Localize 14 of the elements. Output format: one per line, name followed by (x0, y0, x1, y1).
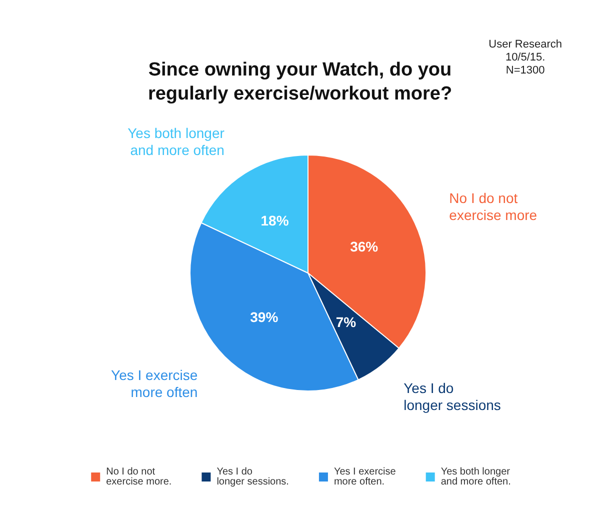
chart-title: Since owning your Watch, do you regularly exercise/workout more? (148, 60, 452, 104)
data-label: 18% (260, 212, 290, 229)
legend-label: Yes I do longer sessions. (216, 466, 289, 488)
text: Yes both longer and more often (128, 124, 225, 158)
legend-label: Yes I exercise more often. (334, 466, 396, 488)
text: Yes I do longer sessions (404, 380, 501, 413)
text: User Research 10/5/15. N=1300 (488, 38, 562, 76)
data-label: 39% (250, 308, 279, 325)
legend-label: No I do not exercise more. (106, 466, 172, 488)
text: Yes I exercise more often (111, 366, 198, 400)
data-label: 36% (350, 238, 379, 255)
legend-label: Yes both longer and more often. (440, 466, 511, 488)
data-label: 7% (336, 314, 357, 330)
text: No I do not exercise more (449, 190, 538, 224)
